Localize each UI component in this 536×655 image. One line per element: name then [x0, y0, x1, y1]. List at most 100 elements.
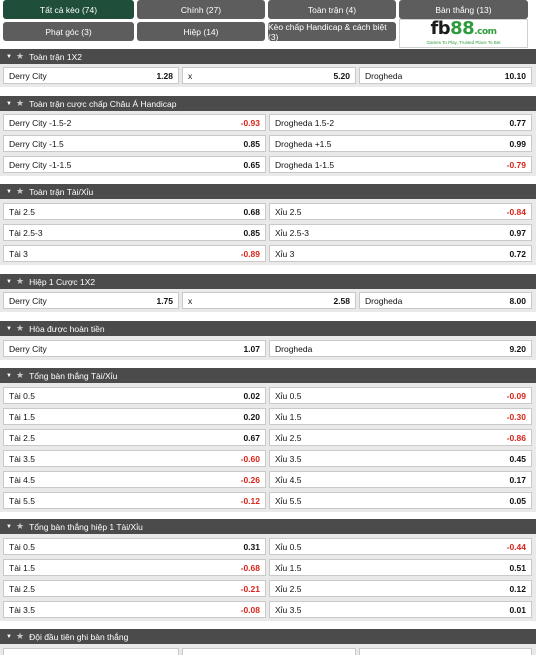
odds-cell[interactable]: x 5.20 [182, 67, 356, 84]
section-header[interactable]: ▼ ★ Hiệp 1 Cược 1X2 [0, 274, 536, 289]
caret-down-icon[interactable]: ▼ [6, 372, 12, 379]
odds-cell[interactable]: Tài 5.5 -0.12 [3, 492, 266, 509]
odds-cell[interactable]: Tài 2.5 -0.21 [3, 580, 266, 597]
odds-cell[interactable]: Derry City 1.28 [3, 67, 179, 84]
tab-goals[interactable]: Bàn thắng (13) [399, 0, 528, 19]
odds-cell[interactable]: Xỉu 2.5 -0.86 [269, 429, 532, 446]
odds-cell[interactable]: Xỉu 2.5-3 0.97 [269, 224, 532, 241]
odds-cell[interactable]: Tài 3.5 -0.60 [3, 450, 266, 467]
odds-cell[interactable]: Tài 2.5 0.67 [3, 429, 266, 446]
section-header[interactable]: ▼ ★ Tổng bàn thắng Tài/Xỉu [0, 368, 536, 383]
odds-value: 0.02 [243, 390, 260, 401]
odds-cell[interactable] [3, 648, 179, 655]
star-icon[interactable]: ★ [16, 276, 25, 286]
odds-cell[interactable]: Tài 0.5 0.02 [3, 387, 266, 404]
selection-label: Tài 3 [9, 248, 28, 259]
selection-label: Drogheda [365, 295, 403, 306]
section-title: Đội đầu tiên ghi bàn thắng [29, 631, 129, 642]
star-icon[interactable]: ★ [16, 521, 25, 531]
star-icon[interactable]: ★ [16, 98, 25, 108]
odds-cell[interactable]: Derry City -1.5 0.85 [3, 135, 266, 152]
caret-down-icon[interactable]: ▼ [6, 278, 12, 285]
odds-cell[interactable]: Xỉu 3 0.72 [269, 245, 532, 262]
tab-full-time[interactable]: Toàn trận (4) [268, 0, 396, 19]
odds-cell[interactable]: Tài 2.5-3 0.85 [3, 224, 266, 241]
star-icon[interactable]: ★ [16, 186, 25, 196]
odds-cell[interactable]: Tài 3.5 -0.08 [3, 601, 266, 618]
star-icon[interactable]: ★ [16, 370, 25, 380]
odds-cell[interactable]: Xỉu 3.5 0.45 [269, 450, 532, 467]
fb88-logo[interactable]: fb88.com Games To Play, Trusted Place To… [399, 19, 528, 48]
odds-cell[interactable]: Xỉu 5.5 0.05 [269, 492, 532, 509]
odds-value: -0.44 [506, 541, 526, 552]
caret-down-icon[interactable]: ▼ [6, 100, 12, 107]
selection-label: Drogheda [365, 70, 403, 81]
section-header[interactable]: ▼ ★ Toàn trận 1X2 [0, 49, 536, 64]
odds-cell[interactable]: Tài 1.5 -0.68 [3, 559, 266, 576]
odds-cell[interactable]: Xỉu 0.5 -0.09 [269, 387, 532, 404]
odds-cell[interactable]: Drogheda 9.20 [269, 340, 532, 357]
section-header[interactable]: ▼ ★ Hòa được hoàn tiền [0, 321, 536, 336]
odds-cell[interactable]: Xỉu 0.5 -0.44 [269, 538, 532, 555]
tab-corners[interactable]: Phạt góc (3) [3, 22, 134, 41]
odds-value: 0.65 [243, 159, 260, 170]
section-header[interactable]: ▼ ★ Toàn trận cược chấp Châu Á Handicap [0, 96, 536, 111]
odds-cell[interactable]: Derry City 1.75 [3, 292, 179, 309]
odds-cell[interactable]: Xỉu 2.5 -0.84 [269, 203, 532, 220]
odds-cell[interactable]: Tài 4.5 -0.26 [3, 471, 266, 488]
caret-down-icon[interactable]: ▼ [6, 53, 12, 60]
odds-cell[interactable] [182, 648, 356, 655]
odds-cell[interactable]: Drogheda 8.00 [359, 292, 532, 309]
odds-cell[interactable]: Derry City -1-1.5 0.65 [3, 156, 266, 173]
section-header[interactable]: ▼ ★ Tổng bàn thắng hiệp 1 Tài/Xỉu [0, 519, 536, 534]
odds-cell[interactable]: Xỉu 3.5 0.01 [269, 601, 532, 618]
star-icon[interactable]: ★ [16, 631, 25, 641]
odds-cell[interactable]: Drogheda 1-1.5 -0.79 [269, 156, 532, 173]
odds-cell[interactable]: Drogheda 10.10 [359, 67, 532, 84]
tab-all-markets[interactable]: Tất cả kèo (74) [3, 0, 134, 19]
odds-cell[interactable]: Drogheda +1.5 0.99 [269, 135, 532, 152]
odds-cell[interactable]: Xỉu 1.5 0.51 [269, 559, 532, 576]
odds-value: 0.05 [509, 495, 526, 506]
tab-halves[interactable]: Hiệp (14) [137, 22, 265, 41]
odds-value: 0.77 [509, 117, 526, 128]
odds-value: -0.84 [506, 206, 526, 217]
selection-label: x [188, 295, 193, 306]
star-icon[interactable]: ★ [16, 323, 25, 333]
tab-main[interactable]: Chính (27) [137, 0, 265, 19]
selection-label: Xỉu 2.5-3 [275, 227, 310, 238]
section-header[interactable]: ▼ ★ Toàn trận Tài/Xỉu [0, 184, 536, 199]
odds-cell[interactable]: Tài 2.5 0.68 [3, 203, 266, 220]
selection-label: Tài 5.5 [9, 495, 35, 506]
section-header[interactable]: ▼ ★ Đội đầu tiên ghi bàn thắng [0, 629, 536, 644]
odds-cell[interactable]: Derry City -1.5-2 -0.93 [3, 114, 266, 131]
odds-value: -0.79 [506, 159, 526, 170]
tab-handicap-margin[interactable]: Kèo chấp Handicap & cách biệt (3) [268, 22, 396, 42]
selection-label: Drogheda [275, 343, 313, 354]
selection-label: Drogheda +1.5 [275, 138, 332, 149]
odds-cell[interactable]: Tài 1.5 0.20 [3, 408, 266, 425]
caret-down-icon[interactable]: ▼ [6, 188, 12, 195]
star-icon[interactable]: ★ [16, 51, 25, 61]
odds-cell[interactable]: x 2.58 [182, 292, 356, 309]
caret-down-icon[interactable]: ▼ [6, 325, 12, 332]
caret-down-icon[interactable]: ▼ [6, 523, 12, 530]
selection-label: Xỉu 2.5 [275, 583, 302, 594]
odds-cell[interactable]: Xỉu 4.5 0.17 [269, 471, 532, 488]
odds-cell[interactable] [359, 648, 532, 655]
odds-value: 0.67 [243, 432, 260, 443]
caret-down-icon[interactable]: ▼ [6, 633, 12, 640]
odds-value: 1.75 [156, 295, 173, 306]
odds-cell[interactable]: Tài 0.5 0.31 [3, 538, 266, 555]
odds-value: -0.30 [506, 411, 526, 422]
odds-value: 0.68 [243, 206, 260, 217]
odds-cell[interactable]: Xỉu 1.5 -0.30 [269, 408, 532, 425]
selection-label: Derry City [9, 295, 47, 306]
odds-cell[interactable]: Derry City 1.07 [3, 340, 266, 357]
odds-cell[interactable]: Drogheda 1.5-2 0.77 [269, 114, 532, 131]
odds-cell[interactable]: Xỉu 2.5 0.12 [269, 580, 532, 597]
odds-value: 2.58 [333, 295, 350, 306]
odds-value: 0.85 [243, 227, 260, 238]
odds-cell[interactable]: Tài 3 -0.89 [3, 245, 266, 262]
selection-label: Tài 2.5 [9, 583, 35, 594]
